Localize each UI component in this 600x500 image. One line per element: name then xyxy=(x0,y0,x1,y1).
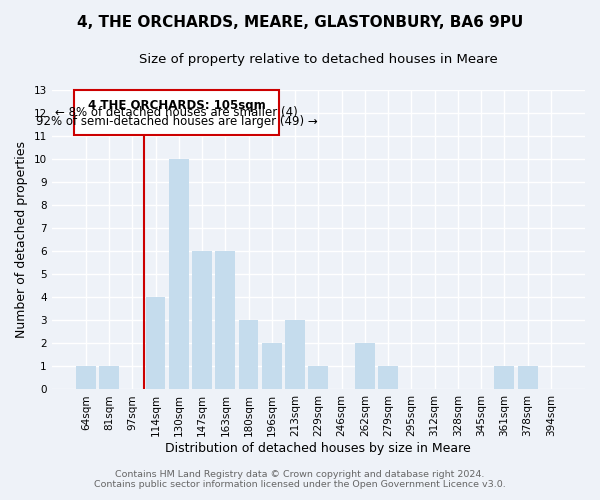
Text: 4, THE ORCHARDS, MEARE, GLASTONBURY, BA6 9PU: 4, THE ORCHARDS, MEARE, GLASTONBURY, BA6… xyxy=(77,15,523,30)
Bar xyxy=(215,252,235,390)
Bar xyxy=(99,366,119,390)
Bar xyxy=(308,366,328,390)
Bar xyxy=(192,252,212,390)
X-axis label: Distribution of detached houses by size in Meare: Distribution of detached houses by size … xyxy=(166,442,471,455)
Title: Size of property relative to detached houses in Meare: Size of property relative to detached ho… xyxy=(139,52,498,66)
Text: 4 THE ORCHARDS: 105sqm: 4 THE ORCHARDS: 105sqm xyxy=(88,100,265,112)
Bar xyxy=(76,366,95,390)
Bar xyxy=(355,344,375,390)
Bar xyxy=(146,298,166,390)
Bar xyxy=(169,160,188,390)
Bar xyxy=(239,320,259,390)
Text: 92% of semi-detached houses are larger (49) →: 92% of semi-detached houses are larger (… xyxy=(35,116,317,128)
Bar xyxy=(285,320,305,390)
Bar xyxy=(262,344,282,390)
FancyBboxPatch shape xyxy=(74,90,279,135)
Bar xyxy=(494,366,514,390)
Text: Contains HM Land Registry data © Crown copyright and database right 2024.
Contai: Contains HM Land Registry data © Crown c… xyxy=(94,470,506,489)
Bar xyxy=(518,366,538,390)
Text: ← 8% of detached houses are smaller (4): ← 8% of detached houses are smaller (4) xyxy=(55,106,298,119)
Bar xyxy=(378,366,398,390)
Y-axis label: Number of detached properties: Number of detached properties xyxy=(15,142,28,338)
